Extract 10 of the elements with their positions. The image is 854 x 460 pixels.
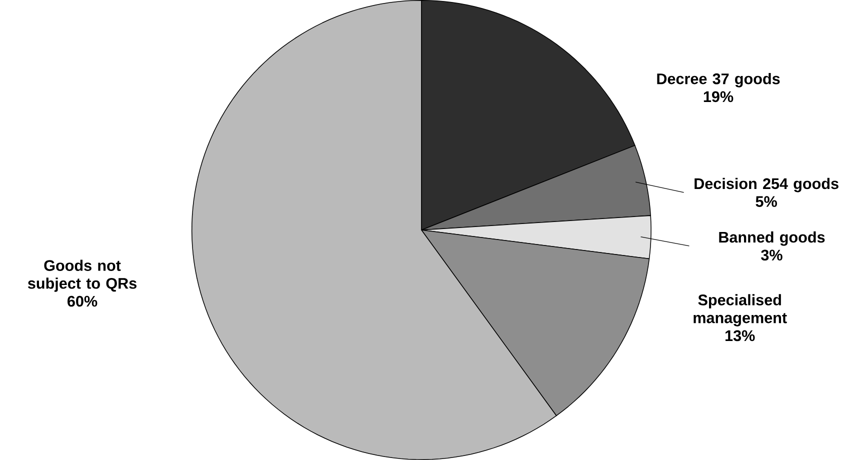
slice-label: Decree 37 goods (657, 73, 780, 88)
slice-label: Goods not subject to QRs (28, 260, 136, 292)
slice-label: Decision 254 goods (694, 178, 838, 192)
legend-label: Banned goods (719, 231, 825, 246)
data-label: 13% (726, 330, 755, 342)
data-label: 19% (704, 91, 734, 102)
data-label: 5% (756, 196, 777, 207)
data-label: 3% (761, 250, 782, 261)
data-label: 60% (68, 296, 98, 307)
slice-label: Specialised management (694, 294, 787, 326)
